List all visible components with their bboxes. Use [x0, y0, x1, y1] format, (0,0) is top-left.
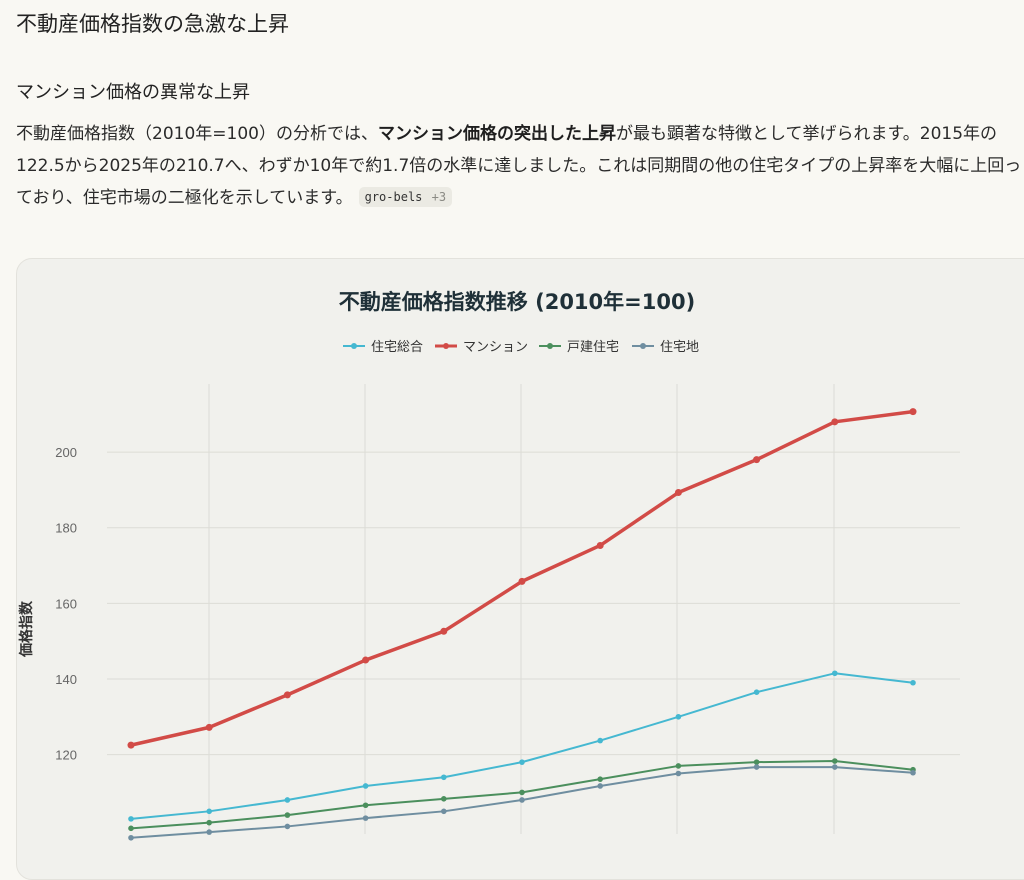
data-point [596, 541, 604, 549]
chart-title: 不動産価格指数推移 (2010年=100) [339, 290, 695, 314]
paragraph-text-1: 不動産価格指数（2010年=100）の分析では、 [16, 124, 378, 144]
price-index-chart: 120 140 160 180 200 不動産価格指数推移 (2010年=100) 価格指数… [18, 290, 960, 841]
series-line [130, 672, 914, 820]
data-point [441, 808, 447, 815]
legend-label: 住宅総合 [371, 340, 423, 355]
data-point [441, 774, 447, 781]
data-point [205, 723, 213, 731]
data-point [753, 689, 760, 695]
data-point [518, 577, 526, 585]
data-point [128, 825, 134, 832]
legend-label: マンション [463, 340, 528, 355]
page-heading: 不動産価格指数の急激な上昇 [16, 12, 289, 36]
data-point [674, 489, 682, 497]
data-point [284, 797, 291, 803]
data-point [206, 819, 212, 826]
data-point [832, 758, 838, 764]
chart-card: 120 140 160 180 200 不動産価格指数推移 (2010年=100) 価格指数… [16, 258, 1024, 880]
data-point [284, 823, 291, 830]
data-point [831, 418, 839, 426]
data-point [832, 670, 838, 677]
legend-label: 住宅地 [660, 340, 699, 355]
data-point [909, 408, 917, 416]
data-point [519, 797, 525, 803]
data-point [284, 812, 291, 818]
legend-marker [351, 343, 357, 349]
data-point [441, 796, 447, 802]
data-point [597, 783, 603, 789]
citation-chip[interactable]: gro-bels +3 [358, 187, 453, 207]
data-point [206, 808, 212, 815]
data-point [519, 789, 525, 796]
paragraph-bold-text: マンション価格の突出した上昇 [377, 124, 616, 144]
y-tick-label: 160 [55, 596, 77, 611]
data-point [362, 815, 369, 821]
data-point [128, 834, 134, 841]
y-tick-label: 180 [55, 521, 77, 536]
data-point [753, 456, 761, 464]
data-point [832, 764, 838, 770]
data-point [597, 776, 603, 782]
y-tick-label: 140 [55, 672, 77, 687]
data-point [675, 763, 682, 769]
data-point [675, 713, 682, 720]
citation-more-count: +3 [431, 190, 447, 204]
section-heading: マンション価格の異常な上昇 [16, 82, 250, 103]
y-axis-label: 価格指数 [18, 600, 35, 658]
legend-marker [547, 343, 553, 349]
data-point [675, 770, 682, 777]
citation-label: gro-bels [364, 190, 423, 204]
y-tick-label: 200 [55, 445, 77, 460]
data-point [362, 783, 369, 789]
data-point [753, 764, 760, 770]
data-point [127, 741, 135, 749]
data-point [283, 691, 291, 699]
data-point [519, 759, 525, 765]
legend-marker [640, 343, 646, 349]
data-point [910, 679, 916, 686]
legend-marker [443, 343, 449, 349]
data-point [910, 769, 916, 776]
data-point [362, 802, 369, 809]
legend-label: 戸建住宅 [567, 340, 619, 355]
data-point [362, 656, 370, 664]
data-point [440, 627, 448, 635]
y-tick-label: 120 [55, 748, 77, 763]
data-point [128, 816, 134, 822]
data-point [206, 829, 212, 835]
data-point [597, 737, 603, 744]
analysis-paragraph: 不動産価格指数（2010年=100）の分析では、マンション価格の突出した上昇が最… [16, 118, 1024, 214]
data-point [753, 759, 760, 765]
paragraph-text-2: が最も顕著な特徴として挙げられます。2015年の122.5から2025年の210… [16, 124, 1022, 208]
